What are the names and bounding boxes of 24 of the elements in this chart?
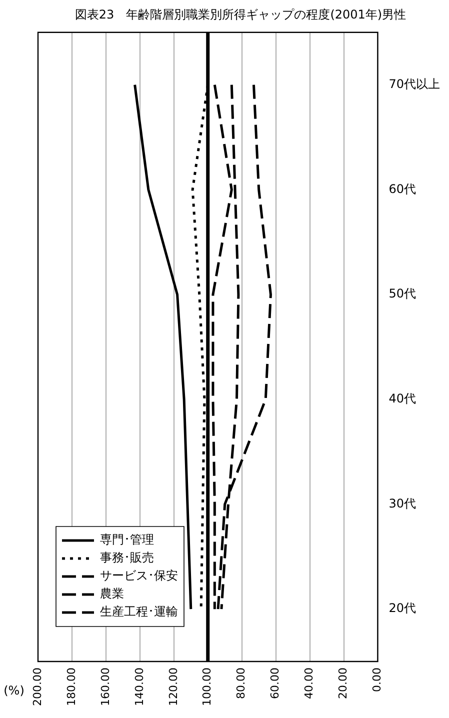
y-tick-label: 20代 [388, 601, 416, 616]
x-tick-label: 160.00 [98, 668, 112, 706]
legend-label: 事務･販売 [100, 550, 154, 565]
y-tick-label: 50代 [388, 286, 416, 301]
y-tick-label: 30代 [388, 496, 416, 510]
x-tick-label: 80.00 [234, 668, 248, 700]
legend-label: 農業 [100, 586, 124, 601]
x-tick-label: 20.00 [336, 668, 350, 700]
legend-label: サービス･保安 [100, 568, 178, 583]
x-tick-label: 0.00 [370, 668, 384, 692]
legend-label: 専門･管理 [100, 532, 154, 547]
x-tick-label: 100.00 [200, 668, 214, 706]
y-tick-label: 40代 [388, 392, 416, 406]
x-axis-title: (%) [4, 684, 24, 698]
x-tick-label: 180.00 [64, 668, 78, 706]
x-tick-label: 200.00 [30, 668, 44, 706]
legend-label: 生産工程･運輸 [100, 604, 178, 619]
x-tick-label: 120.00 [166, 668, 180, 706]
y-tick-label: 70代以上 [388, 76, 440, 91]
x-tick-label: 40.00 [302, 668, 316, 700]
x-tick-label: 60.00 [268, 668, 282, 700]
chart-title: 図表23 年齢階層別職業別所得ギャップの程度(2001年)男性 [74, 7, 406, 22]
y-tick-label: 60代 [388, 182, 416, 196]
x-tick-label: 140.00 [132, 668, 146, 706]
